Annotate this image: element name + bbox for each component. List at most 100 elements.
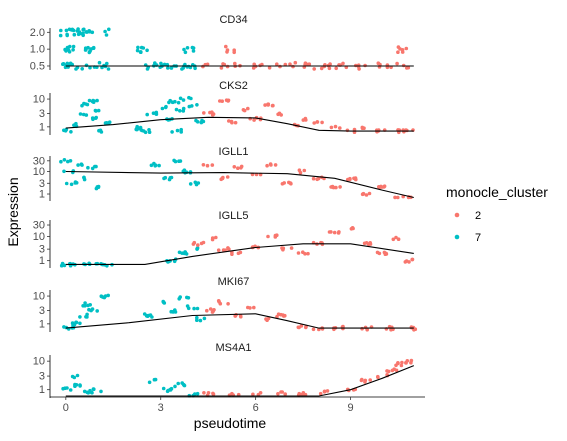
point-cluster-7 <box>69 182 74 187</box>
point-cluster-7 <box>104 33 109 37</box>
point-cluster-7 <box>186 296 191 300</box>
point-cluster-7 <box>61 386 65 391</box>
point-cluster-2 <box>385 369 389 373</box>
y-tick-label: 3 <box>39 178 45 190</box>
point-cluster-2 <box>406 65 411 70</box>
point-cluster-2 <box>264 317 268 321</box>
y-tick-label: 10 <box>33 231 45 243</box>
point-cluster-7 <box>141 46 146 50</box>
point-cluster-2 <box>216 248 221 252</box>
point-cluster-2 <box>334 185 338 190</box>
point-cluster-7 <box>168 98 172 103</box>
legend: monocle_cluster 2 7 <box>446 184 548 244</box>
point-cluster-7 <box>82 389 87 394</box>
point-cluster-2 <box>205 308 209 313</box>
point-cluster-2 <box>276 392 280 396</box>
y-tick-label: 0.5 <box>30 60 45 72</box>
point-cluster-7 <box>83 301 87 305</box>
point-cluster-7 <box>68 262 72 266</box>
point-cluster-2 <box>206 391 211 395</box>
trend-line <box>65 365 415 397</box>
point-cluster-2 <box>364 241 369 245</box>
point-cluster-7 <box>195 306 200 311</box>
point-cluster-2 <box>400 360 404 365</box>
point-cluster-7 <box>174 107 179 112</box>
point-cluster-7 <box>153 377 158 382</box>
point-cluster-7 <box>87 98 92 103</box>
point-cluster-7 <box>181 109 186 113</box>
point-cluster-7 <box>90 116 95 120</box>
point-cluster-2 <box>205 163 210 168</box>
point-cluster-7 <box>173 99 177 104</box>
point-cluster-2 <box>384 252 389 256</box>
point-cluster-2 <box>334 66 339 71</box>
point-cluster-7 <box>106 293 110 298</box>
point-cluster-2 <box>230 391 234 396</box>
point-cluster-2 <box>298 170 303 175</box>
point-cluster-2 <box>338 185 342 189</box>
point-cluster-2 <box>393 195 397 200</box>
point-cluster-7 <box>172 158 176 163</box>
point-cluster-7 <box>91 387 96 391</box>
point-cluster-2 <box>304 118 308 122</box>
point-cluster-2 <box>229 119 234 124</box>
point-cluster-2 <box>210 236 215 240</box>
point-cluster-2 <box>277 111 282 116</box>
y-tick-label: 3 <box>39 108 45 120</box>
point-cluster-2 <box>328 62 332 66</box>
point-cluster-2 <box>301 391 306 395</box>
point-cluster-7 <box>175 128 180 133</box>
point-cluster-7 <box>181 382 186 387</box>
y-tick-label: 30 <box>33 220 45 232</box>
point-cluster-2 <box>361 191 366 196</box>
point-cluster-7 <box>104 121 108 126</box>
point-cluster-7 <box>59 159 63 164</box>
point-cluster-7 <box>66 48 71 52</box>
point-cluster-7 <box>68 388 73 392</box>
x-tick-label: 6 <box>253 402 259 414</box>
point-cluster-2 <box>368 242 373 246</box>
point-cluster-2 <box>365 327 370 332</box>
point-cluster-2 <box>297 391 302 396</box>
point-cluster-2 <box>305 62 310 67</box>
point-cluster-7 <box>177 159 181 163</box>
point-cluster-7 <box>87 307 91 312</box>
point-cluster-7 <box>160 106 165 111</box>
point-cluster-2 <box>396 237 401 241</box>
point-cluster-7 <box>147 128 151 132</box>
point-cluster-7 <box>62 158 67 162</box>
point-cluster-2 <box>291 64 295 69</box>
point-cluster-2 <box>191 242 196 246</box>
point-cluster-2 <box>201 240 206 245</box>
point-cluster-2 <box>225 175 230 179</box>
point-cluster-2 <box>410 257 415 262</box>
point-cluster-7 <box>154 112 159 116</box>
trend-line <box>65 170 414 199</box>
point-cluster-2 <box>265 163 269 168</box>
point-cluster-7 <box>77 30 82 34</box>
y-tick-label: 2.0 <box>30 27 45 39</box>
point-cluster-2 <box>403 260 408 264</box>
point-cluster-2 <box>327 230 332 234</box>
legend-key-cluster-2 <box>454 212 460 218</box>
point-cluster-2 <box>297 325 301 330</box>
point-cluster-7 <box>200 118 204 123</box>
point-cluster-7 <box>163 105 168 110</box>
point-cluster-7 <box>85 315 89 319</box>
point-cluster-2 <box>201 64 205 69</box>
facet-title: CD34 <box>219 14 247 26</box>
trend-line <box>65 116 414 132</box>
point-cluster-2 <box>360 377 364 382</box>
point-cluster-2 <box>236 166 240 170</box>
point-cluster-7 <box>85 102 90 107</box>
point-cluster-2 <box>214 235 218 240</box>
point-cluster-7 <box>86 165 90 170</box>
point-cluster-2 <box>233 120 238 125</box>
point-cluster-7 <box>176 381 180 386</box>
y-tick-label: 10 <box>33 356 45 368</box>
point-cluster-2 <box>202 111 206 115</box>
point-cluster-2 <box>226 247 231 251</box>
point-cluster-7 <box>88 303 92 307</box>
point-cluster-2 <box>223 248 227 252</box>
point-cluster-7 <box>184 252 189 256</box>
